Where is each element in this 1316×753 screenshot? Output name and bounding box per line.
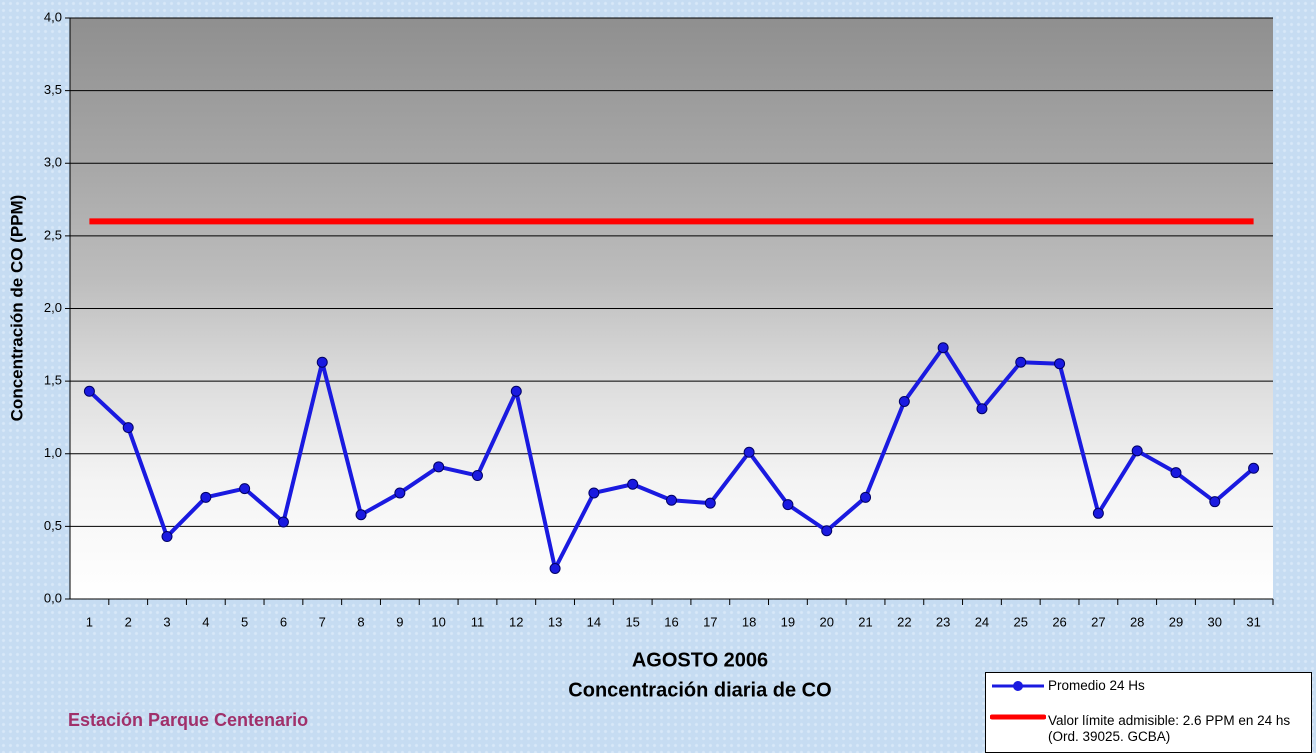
chart: AGOSTO 2006 Concentración diaria de CO C… [0,0,1316,753]
x-tick-label: 21 [858,614,872,629]
x-tick-label: 8 [357,614,364,629]
data-point [550,563,560,573]
data-point [705,498,715,508]
y-tick-label: 1,5 [44,373,62,388]
chart-title: AGOSTO 2006 [632,649,768,671]
data-point [628,479,638,489]
x-tick-label: 23 [936,614,950,629]
y-tick-label: 1,0 [44,445,62,460]
x-tick-label: 24 [975,614,989,629]
x-tick-label: 4 [202,614,209,629]
x-tick-label: 6 [280,614,287,629]
x-tick-label: 26 [1052,614,1066,629]
data-point [783,500,793,510]
y-tick-label: 0,5 [44,518,62,533]
x-tick-label: 16 [664,614,678,629]
page: AGOSTO 2006 Concentración diaria de CO C… [0,0,1316,753]
y-axis-label: Concentración de CO (PPM) [7,195,26,422]
x-tick-label: 10 [431,614,445,629]
x-tick-label: 3 [163,614,170,629]
data-point [162,532,172,542]
x-tick-label: 25 [1014,614,1028,629]
legend-label: Promedio 24 Hs [1048,678,1313,694]
x-tick-label: 18 [742,614,756,629]
x-tick-label: 14 [587,614,601,629]
x-tick-label: 1 [86,614,93,629]
data-point [589,488,599,498]
x-tick-label: 7 [319,614,326,629]
data-point [667,495,677,505]
legend-swatch [990,679,1046,693]
data-point [744,447,754,457]
legend-label: Valor límite admisible: 2.6 PPM en 24 hs… [1048,713,1313,745]
data-point [1093,508,1103,518]
data-point [511,386,521,396]
data-point [822,526,832,536]
x-tick-label: 9 [396,614,403,629]
x-tick-label: 27 [1091,614,1105,629]
legend-swatch [990,710,1046,724]
data-point [977,404,987,414]
y-tick-label: 2,5 [44,227,62,242]
data-point [395,488,405,498]
x-tick-label: 12 [509,614,523,629]
x-tick-label: 20 [819,614,833,629]
data-point [1055,359,1065,369]
legend: Promedio 24 Hs Valor límite admisible: 2… [985,672,1312,753]
data-point [201,492,211,502]
data-point [861,492,871,502]
x-tick-label: 5 [241,614,248,629]
data-point [278,517,288,527]
data-point [472,471,482,481]
x-tick-label: 15 [625,614,639,629]
x-tick-label: 22 [897,614,911,629]
y-tick-label: 3,5 [44,82,62,97]
y-tick-label: 3,0 [44,155,62,170]
x-tick-label: 11 [471,614,485,629]
chart-subtitle: Concentración diaria de CO [568,679,831,701]
data-point [1016,357,1026,367]
data-point [84,386,94,396]
x-tick-label: 30 [1208,614,1222,629]
x-tick-label: 29 [1169,614,1183,629]
x-tick-label: 19 [781,614,795,629]
data-point [434,462,444,472]
data-point [899,396,909,406]
data-point [1132,446,1142,456]
x-tick-label: 31 [1246,614,1260,629]
data-point [356,510,366,520]
y-tick-label: 4,0 [44,9,62,24]
data-point [317,357,327,367]
x-tick-label: 13 [548,614,562,629]
data-point [123,423,133,433]
annotation: Estación Parque Centenario [68,710,308,730]
y-tick-label: 2,0 [44,300,62,315]
data-point [1249,463,1259,473]
x-tick-label: 2 [125,614,132,629]
data-point [938,343,948,353]
x-tick-label: 28 [1130,614,1144,629]
data-point [1210,497,1220,507]
y-tick-label: 0,0 [44,590,62,605]
data-point [1171,468,1181,478]
x-tick-label: 17 [703,614,717,629]
data-point [240,484,250,494]
